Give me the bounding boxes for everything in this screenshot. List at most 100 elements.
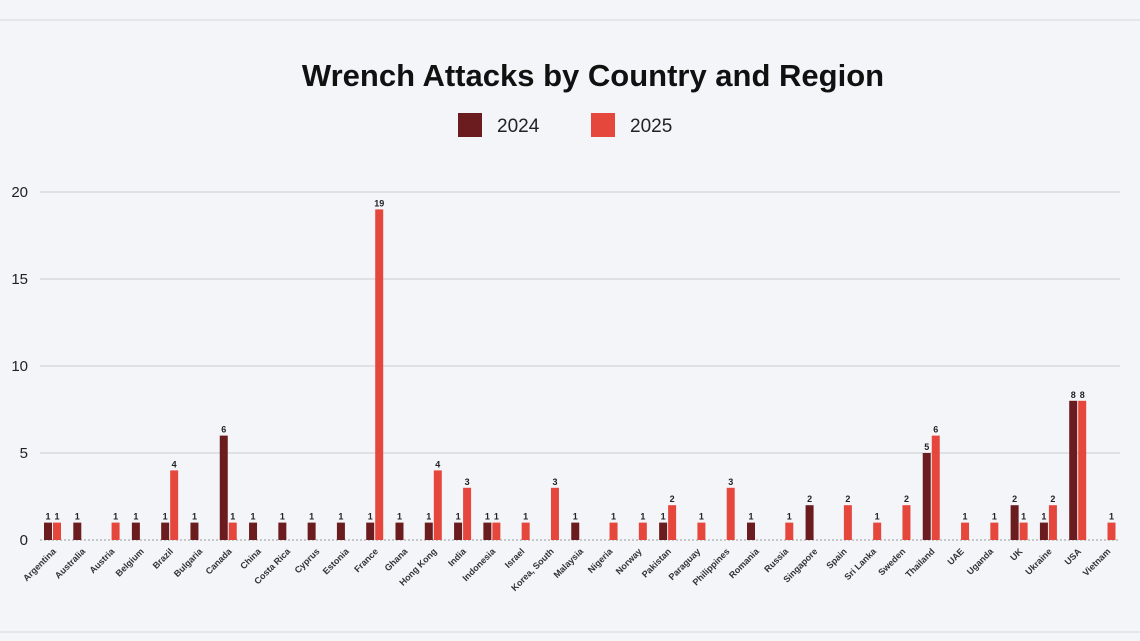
data-label: 1 [494,512,499,522]
data-label: 4 [172,459,177,469]
x-tick-label: Austria [87,546,117,576]
bar-2025 [902,505,911,540]
data-label: 1 [573,512,578,522]
bar-2025 [638,522,647,540]
gridlines [40,191,1120,541]
bar-2025 [726,487,735,540]
data-label: 1 [280,512,285,522]
data-label: 1 [699,512,704,522]
x-tick-label: France [352,546,380,574]
y-tick-label: 0 [20,532,28,549]
x-tick-label: Spain [824,546,848,570]
legend-label-2025: 2025 [630,116,672,137]
data-label: 3 [728,477,733,487]
data-label: 6 [221,425,226,435]
bar-2025 [668,505,677,540]
bar-2025 [990,522,999,540]
bar-2025 [785,522,794,540]
bar-2025 [1107,522,1116,540]
bar-2025 [53,522,61,540]
data-label: 1 [230,512,235,522]
data-label: 4 [435,459,440,469]
bar-2024 [336,522,345,540]
data-label: 2 [1012,494,1017,504]
bars [44,209,1116,540]
bar-2025 [111,522,120,540]
bar-2025 [961,522,970,540]
data-label: 2 [904,494,909,504]
bar-2025 [521,522,530,540]
data-label: 2 [807,494,812,504]
x-tick-label: USA [1063,546,1084,567]
x-tick-label: Nigeria [586,546,615,575]
data-label: 1 [992,512,997,522]
x-tick-label: Thailand [903,546,936,579]
bar-2025 [1048,505,1057,540]
data-label: 1 [661,512,666,522]
bar-2024 [454,522,463,540]
x-tick-label: UK [1008,546,1025,563]
y-tick-label: 15 [11,271,28,288]
x-tick-label: Ghana [383,546,411,574]
bar-2024 [1039,522,1048,540]
y-tick-label: 10 [11,358,28,375]
bar-2025 [170,470,179,540]
bar-2025 [492,522,501,540]
bar-2025 [228,522,237,540]
bar-2024 [366,522,375,540]
bar-2025 [1078,400,1087,540]
x-tick-label: Malaysia [552,546,586,580]
data-label: 3 [552,477,557,487]
legend-label-2024: 2024 [497,116,540,137]
bar-2024 [922,453,931,540]
data-label: 1 [133,512,138,522]
data-label: 1 [523,512,528,522]
data-label: 1 [338,512,343,522]
data-label: 6 [933,425,938,435]
data-label: 1 [192,512,197,522]
data-label: 3 [465,477,470,487]
data-label: 1 [963,512,968,522]
bar-2024 [395,522,404,540]
data-label: 19 [374,198,384,208]
bar-2024 [424,522,433,540]
data-label: 1 [748,512,753,522]
bar-2025 [697,522,706,540]
data-label: 1 [163,512,168,522]
data-label: 1 [368,512,373,522]
data-label: 2 [1050,494,1055,504]
data-label: 1 [251,512,256,522]
data-label: 2 [845,494,850,504]
bar-2024 [307,522,316,540]
x-tick-label: Uganda [965,546,996,577]
x-tick-label: Romania [727,546,762,581]
data-label: 1 [309,512,314,522]
bar-2025 [550,487,559,540]
data-label: 1 [640,512,645,522]
data-label: 1 [75,512,80,522]
x-tick-label: Australia [53,546,88,581]
x-tick-label: China [238,546,263,571]
data-label: 1 [875,512,880,522]
data-label: 1 [397,512,402,522]
data-label: 1 [54,512,59,522]
data-label: 5 [924,442,929,452]
bar-2024 [44,522,52,540]
x-tick-label: Russia [762,546,791,575]
x-tick-label: Cyprus [293,546,322,575]
bar-2024 [659,522,668,540]
bar-2024 [571,522,580,540]
x-tick-label: Vietnam [1081,546,1113,578]
bar-2024 [131,522,140,540]
x-tick-label: Belgium [114,546,146,578]
legend-swatch-2024 [458,113,482,137]
x-tick-label: India [446,546,469,569]
bar-2024 [1069,400,1078,540]
x-tick-label: Argentina [21,546,58,583]
bar-2025 [1019,522,1028,540]
data-label: 1 [1109,512,1114,522]
bar-2025 [843,505,852,540]
x-tick-label: Israel [503,546,527,570]
